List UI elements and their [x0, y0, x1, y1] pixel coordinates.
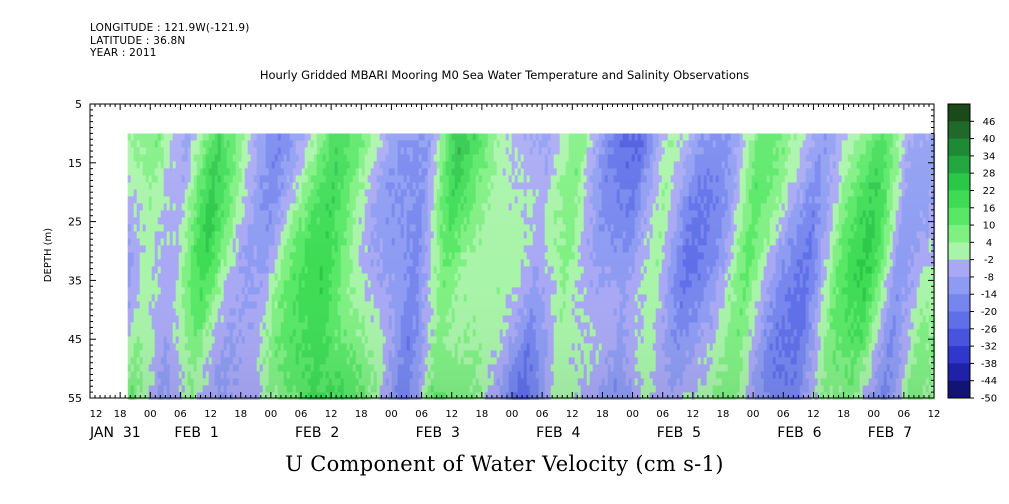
- latitude-label: LATITUDE : 36.8N: [90, 34, 186, 47]
- longitude-label: LONGITUDE : 121.9W(-121.9): [90, 22, 250, 34]
- year-label: YEAR : 2011: [90, 47, 157, 59]
- chart-title: Hourly Gridded MBARI Mooring M0 Sea Wate…: [259, 68, 750, 82]
- metadata-block: LONGITUDE : 121.9W(-121.9) LATITUDE : 36…: [90, 22, 250, 60]
